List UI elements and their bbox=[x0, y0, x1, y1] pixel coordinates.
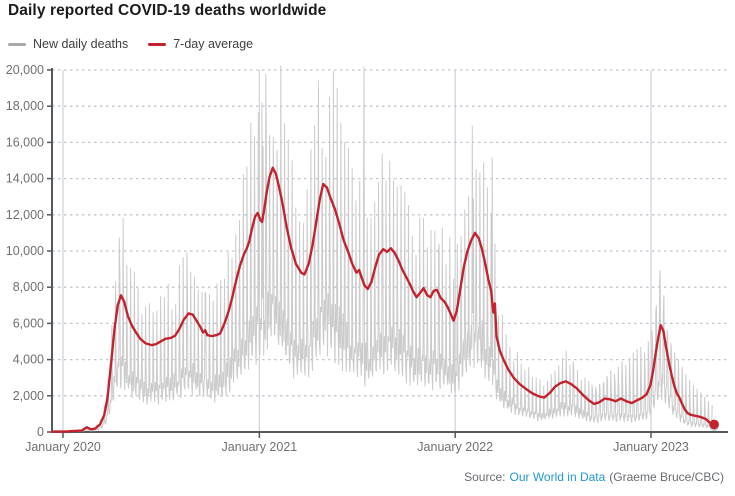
y-axis-tick-label: 18,000 bbox=[6, 99, 44, 113]
source-credit: (Graeme Bruce/CBC) bbox=[609, 470, 724, 484]
axes: 0 2,000 4,000 6,000 8,000 10,000 12,000 14,000 1… bbox=[6, 63, 728, 454]
x-axis-tick-label: January 2021 bbox=[221, 440, 297, 454]
y-axis-tick-label: 2,000 bbox=[13, 389, 44, 403]
y-axis-tick-label: 8,000 bbox=[13, 280, 44, 294]
chart-title: Daily reported COVID-19 deaths worldwide bbox=[8, 2, 327, 19]
chart-legend: New daily deaths 7-day average bbox=[8, 37, 253, 51]
legend-swatch-daily-line bbox=[8, 42, 26, 46]
legend-label-daily: New daily deaths bbox=[33, 37, 129, 51]
y-axis-tick-label: 6,000 bbox=[13, 316, 44, 330]
x-axis-tick-label: January 2020 bbox=[25, 440, 101, 454]
y-axis-tick-label: 14,000 bbox=[6, 172, 44, 186]
legend-label-average: 7-day average bbox=[173, 37, 254, 51]
seven-day-average-line bbox=[50, 166, 714, 433]
source-link-our-world-in-data[interactable]: Our World in Data bbox=[509, 470, 606, 484]
legend-item-daily: New daily deaths bbox=[8, 37, 128, 51]
year-gridlines bbox=[62, 70, 652, 432]
x-axis-tick-label: January 2023 bbox=[613, 440, 689, 454]
source-attribution: Source: Our World in Data (Graeme Bruce/… bbox=[464, 470, 724, 484]
y-axis-tick-label: 4,000 bbox=[13, 353, 44, 367]
y-axis-tick-label: 16,000 bbox=[6, 135, 44, 149]
y-axis-tick-label: 10,000 bbox=[6, 244, 44, 258]
y-axis-tick-label: 20,000 bbox=[6, 63, 44, 77]
y-axis-tick-label: 0 bbox=[37, 425, 44, 439]
legend-item-average: 7-day average bbox=[148, 37, 253, 51]
series bbox=[50, 65, 719, 433]
daily-deaths-line bbox=[51, 65, 713, 433]
x-axis-tick-label: January 2022 bbox=[417, 440, 493, 454]
legend-swatch-average-line bbox=[148, 42, 167, 46]
source-prefix: Source: bbox=[464, 470, 506, 484]
average-series-end-dot bbox=[709, 419, 719, 430]
y-axis-tick-label: 12,000 bbox=[6, 208, 44, 222]
